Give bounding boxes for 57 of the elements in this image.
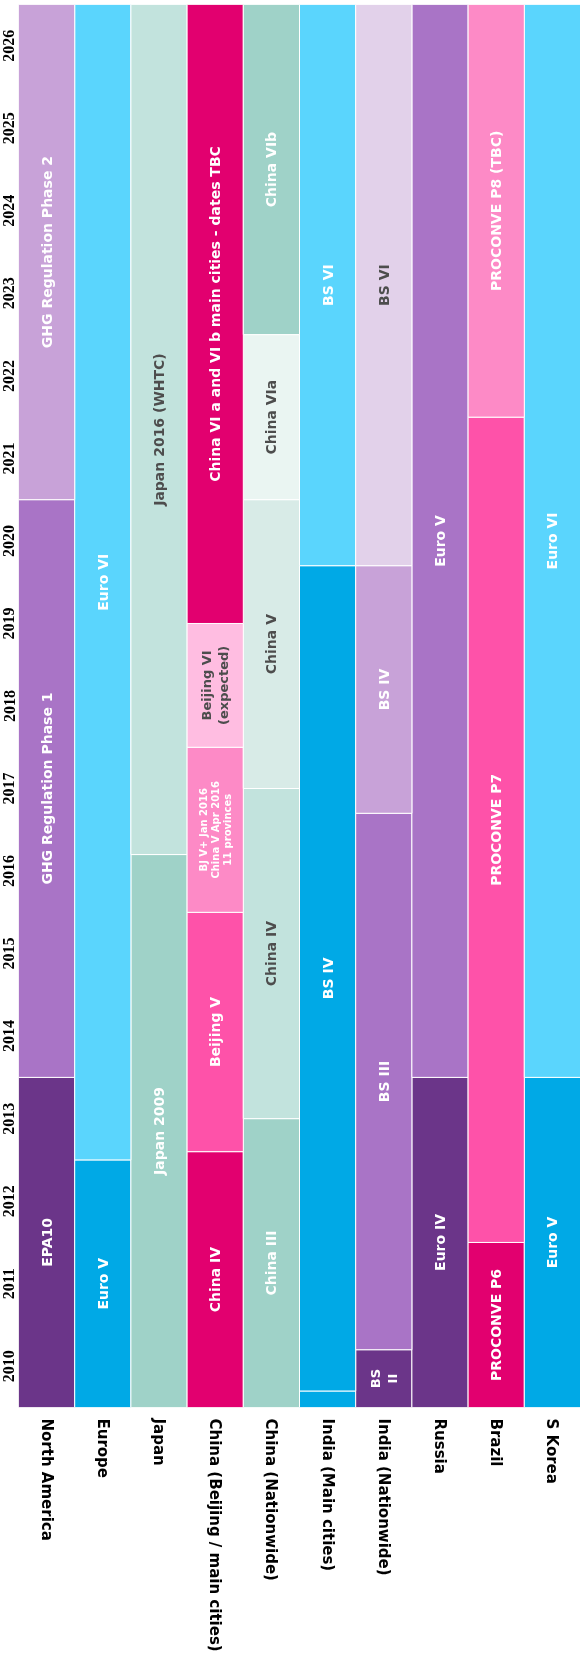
y-tick-label: 2010 [0,1350,18,1383]
y-tick-label: 2011 [0,1268,18,1300]
y-tick-label: 2020 [0,524,18,557]
x-tick-label: Brazil [487,1418,506,1467]
data-label: PROCONVE P7 [488,773,505,886]
x-tick-label: Russia [431,1418,449,1474]
x-tick-label: North America [37,1418,56,1541]
data-label: China VIa [263,379,280,455]
data-label: Euro IV [432,1213,448,1271]
y-tick-label: 2025 [0,112,18,145]
data-label: Euro VI [94,553,111,611]
y-tick-label: 2018 [0,690,18,722]
y-tick-label: 2026 [0,29,18,62]
x-tick-label: China (Nationwide) [262,1418,281,1581]
x-tick-label: China (Beijing / main cities) [206,1418,225,1652]
x-tick-label: India (Nationwide) [374,1418,393,1576]
data-label: BS VI [375,264,392,306]
data-label: BS II [368,1368,400,1389]
y-tick-label: 2012 [0,1185,18,1218]
y-tick-label: 2023 [0,277,18,310]
y-tick-label: 2015 [0,937,18,970]
data-label: Beijing V [207,996,224,1068]
y-tick-label: 2014 [0,1020,18,1053]
data-label: GHG Regulation Phase 2 [38,156,55,349]
data-label: EPA10 [38,1217,55,1267]
data-label: Beijing VI (expected) [199,645,231,725]
x-tick-label: Japan [150,1417,168,1466]
data-label: BJ V+ Jan 2016 China V Apr 2016 11 provinces [197,780,233,879]
y-tick-label: 2022 [0,359,18,392]
data-label: China VIb [263,131,280,208]
data-label: Euro V [544,1216,561,1269]
data-label: BS III [375,1060,392,1103]
data-label: Japan 2009 [151,1087,167,1176]
data-label: BS IV [375,668,392,711]
data-label: Euro VI [544,512,561,570]
y-tick-label: 2024 [0,194,18,227]
y-tick-label: 2016 [0,855,18,888]
data-label: PROCONVE P6 [488,1268,505,1382]
data-label: PROCONVE P8 (TBC) [488,130,505,291]
y-tick-label: 2019 [0,607,18,640]
data-label: BS VI [319,264,336,306]
data-label: China V [263,613,280,675]
x-tick-label: S Korea [543,1418,562,1484]
x-tick-label: India (Main cities) [318,1418,337,1572]
data-label: China IV [263,920,280,987]
y-tick-label: 2017 [0,772,18,805]
data-label: BS IV [319,957,336,1000]
data-label: Euro V [432,514,448,567]
data-label: Japan 2016 (WHTC) [151,353,167,507]
y-tick-label: 2021 [0,442,18,475]
data-label: Euro V [94,1257,111,1310]
data-label: GHG Regulation Phase 1 [38,692,55,885]
x-tick-label: Europe [93,1418,112,1479]
data-label: China IV [207,1246,224,1313]
data-label: China III [263,1230,280,1296]
y-tick-label: 2013 [0,1102,18,1135]
data-label: China VI a and VI b main cities - dates TBC [207,146,224,482]
